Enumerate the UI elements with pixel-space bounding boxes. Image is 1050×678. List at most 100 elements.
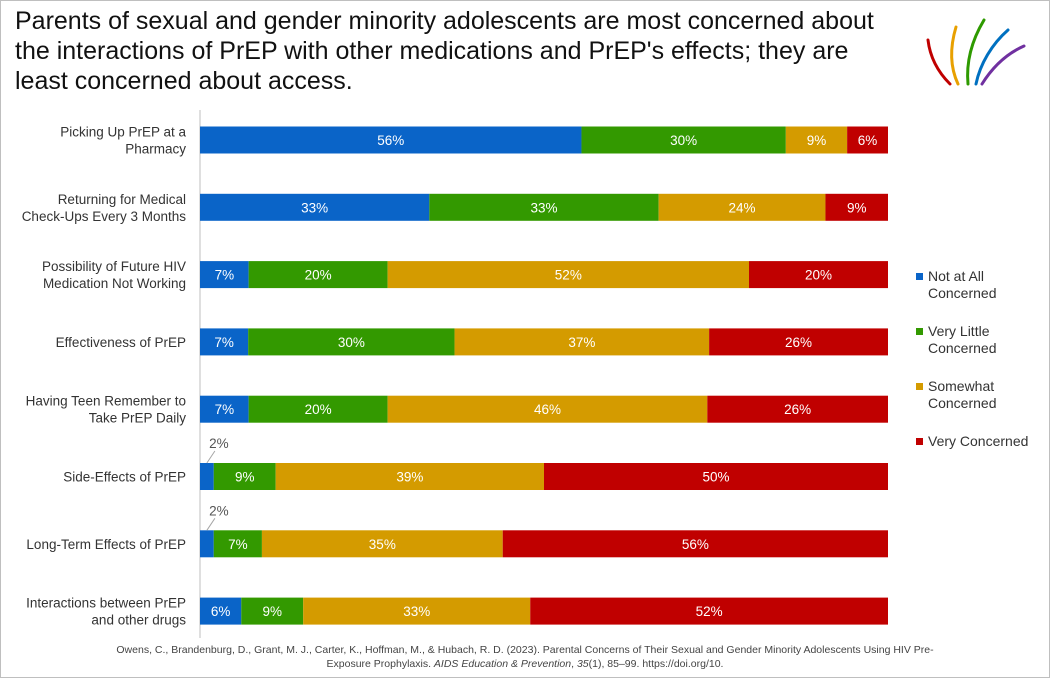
data-label: 9% (847, 200, 867, 215)
category-label: Side-Effects of PrEP (63, 470, 186, 485)
bar-segment (200, 463, 214, 490)
bar-segment (581, 126, 786, 154)
data-label: 2% (209, 503, 229, 518)
data-label: 6% (858, 133, 878, 148)
chart-title: Parents of sexual and gender minority ad… (15, 7, 874, 95)
data-label: 6% (211, 604, 231, 619)
bar-segment (530, 597, 888, 625)
data-label: 26% (785, 335, 812, 350)
data-label-leader (206, 518, 216, 531)
bar-segment (502, 530, 888, 558)
data-label: 33% (403, 604, 430, 619)
data-label: 50% (702, 470, 729, 485)
category-label: Returning for Medical Check-Ups Every 3 M… (22, 192, 187, 224)
bar-segment (200, 395, 249, 423)
citation-journal: AIDS Education & Prevention (433, 658, 572, 670)
bar-segment (200, 193, 430, 221)
data-label: 37% (568, 335, 595, 350)
data-label: 39% (396, 470, 423, 485)
category-label: Having Teen Remember to Take PrEP Daily (26, 394, 187, 426)
bar-segment (387, 261, 750, 289)
data-label: 20% (305, 268, 332, 283)
data-label: 7% (215, 402, 235, 417)
logo-petal-blue (974, 28, 1010, 86)
bar-segment (709, 328, 888, 356)
category-label: Long-Term Effects of PrEP (26, 537, 186, 552)
data-label: 30% (670, 133, 697, 148)
data-label: 7% (215, 268, 235, 283)
category-label: Effectiveness of PrEP (56, 335, 186, 350)
citation-text: (1), 85–99. https://doi.org/10. (588, 658, 724, 670)
legend-item-very-little-concerned: Very Little Concerned (916, 323, 1046, 357)
citation-line-2: Exposure Prophylaxis. AIDS Education & P… (100, 657, 950, 671)
legend-item-not-at-all-concerned: Not at All Concerned (916, 268, 1046, 302)
bar-segment (248, 328, 455, 356)
legend-label-line: Very Little (928, 323, 990, 339)
data-label: 52% (555, 268, 582, 283)
bar-segment (454, 328, 710, 356)
bar-segment (248, 395, 388, 423)
data-label: 7% (214, 335, 234, 350)
data-label: 9% (235, 470, 255, 485)
bar-segment (544, 463, 888, 490)
bar-segment (200, 261, 249, 289)
data-label: 46% (534, 402, 561, 417)
bar-segment (200, 328, 249, 356)
bar-segment (429, 193, 659, 221)
bar-segment (200, 597, 242, 625)
citation-text: Exposure Prophylaxis. (326, 658, 434, 670)
citation-line-1: Owens, C., Brandenburg, D., Grant, M. J.… (116, 644, 934, 656)
bar-segment (213, 530, 262, 558)
bar-segment (825, 193, 888, 221)
bar-segment (261, 530, 503, 558)
legend-label-line: Concerned (928, 285, 997, 301)
citation-volume: 35 (576, 658, 589, 670)
legend-label-line: Somewhat (928, 378, 995, 394)
legend-swatch (916, 273, 923, 280)
citation-text: , (571, 658, 577, 670)
bar-segment (248, 261, 388, 289)
bar-segment (658, 193, 826, 221)
bar-segment (241, 597, 304, 625)
legend-item-very-concerned: Very Concerned (916, 433, 1046, 450)
data-label: 20% (805, 268, 832, 283)
bar-segment (749, 261, 888, 289)
data-label: 7% (228, 537, 248, 552)
legend-label-line: Concerned (928, 340, 997, 356)
logo-petal-purple (980, 44, 1026, 86)
logo-petal-orange (950, 25, 960, 86)
data-label: 35% (369, 537, 396, 552)
bar-segment (707, 395, 888, 423)
data-label: 52% (696, 604, 723, 619)
bar-segment (200, 530, 214, 558)
bar-segment (275, 463, 544, 490)
legend-label-line: Very Concerned (928, 433, 1029, 449)
legend-swatch (916, 383, 923, 390)
data-label: 56% (377, 133, 404, 148)
chart-legend: Not at All Concerned Very Little Concern… (916, 268, 1046, 471)
data-label: 24% (729, 200, 756, 215)
data-label: 20% (305, 402, 332, 417)
legend-label-line: Concerned (928, 395, 997, 411)
data-label: 56% (682, 537, 709, 552)
lotus-logo-icon (926, 18, 1026, 86)
legend-item-somewhat-concerned: Somewhat Concerned (916, 378, 1046, 412)
category-label: Interactions between PrEP and other drugs (26, 596, 186, 628)
bar-segment (387, 395, 708, 423)
data-label: 2% (209, 436, 229, 451)
legend-label-line: Not at All (928, 268, 985, 284)
citation: Owens, C., Brandenburg, D., Grant, M. J.… (100, 643, 950, 671)
logo-petal-green (966, 18, 986, 86)
data-label: 30% (338, 335, 365, 350)
bar-segment (847, 126, 888, 154)
data-label: 33% (530, 200, 557, 215)
bar-segment (785, 126, 848, 154)
category-label: Possibility of Future HIV Medication Not … (42, 259, 186, 291)
data-label: 9% (262, 604, 282, 619)
category-label: Picking Up PrEP at a Pharmacy (60, 125, 186, 157)
legend-swatch (916, 328, 923, 335)
data-label: 9% (807, 133, 827, 148)
logo-petal-red (926, 38, 952, 86)
bar-segment (213, 463, 276, 490)
